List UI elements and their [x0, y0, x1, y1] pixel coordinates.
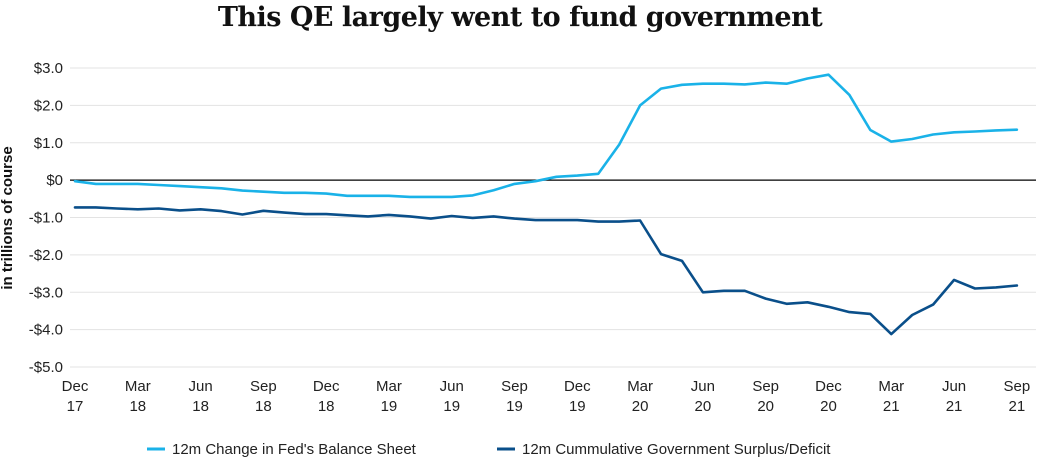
x-tick-label-month: Jun [440, 378, 464, 395]
x-tick-label-month: Sep [1003, 378, 1030, 395]
legend-label: 12m Cummulative Government Surplus/Defic… [522, 441, 831, 458]
x-tick-label-month: Mar [627, 378, 653, 395]
legend-item-government-deficit: 12m Cummulative Government Surplus/Defic… [497, 441, 831, 458]
x-tick-label-month: Mar [878, 378, 904, 395]
legend: 12m Change in Fed's Balance Sheet 12m Cum… [147, 441, 831, 458]
government-deficit-line [73, 206, 1019, 336]
y-tick-label: $2.0 [34, 97, 63, 114]
x-tick-label-month: Dec [313, 378, 340, 395]
x-tick-label-month: Mar [376, 378, 402, 395]
x-tick-label-year: 18 [318, 398, 335, 415]
y-tick-label: $3.0 [34, 60, 63, 77]
x-tick-label-month: Jun [691, 378, 715, 395]
y-tick-label: $0 [46, 172, 63, 189]
y-tick-label: -$3.0 [29, 284, 63, 301]
x-tick-label-year: 19 [569, 398, 586, 415]
x-tick-label-month: Dec [62, 378, 89, 395]
gridlines [70, 67, 1036, 368]
x-tick-label-year: 21 [883, 398, 900, 415]
y-axis-label: in trillions of course [0, 146, 16, 289]
x-tick-label-year: 18 [255, 398, 272, 415]
x-tick-label-year: 20 [695, 398, 712, 415]
x-tick-label-year: 21 [1009, 398, 1026, 415]
x-tick-label-month: Jun [942, 378, 966, 395]
x-axis-tick-labels: Dec 17 Mar 18 Jun 18 Sep 18 Dec 18 Mar 19 Jun 19 Sep 19… [62, 378, 1031, 415]
x-tick-label-year: 18 [192, 398, 209, 415]
y-tick-label: -$1.0 [29, 210, 63, 227]
x-tick-label-month: Sep [752, 378, 779, 395]
chart-title: This QE largely went to fund government [217, 2, 823, 33]
x-tick-label-month: Sep [250, 378, 277, 395]
x-tick-label-year: 18 [129, 398, 146, 415]
legend-label: 12m Change in Fed's Balance Sheet [172, 441, 417, 458]
x-tick-label-month: Mar [125, 378, 151, 395]
x-tick-label-year: 19 [381, 398, 398, 415]
x-tick-label-year: 21 [946, 398, 963, 415]
legend-item-fed-balance-sheet: 12m Change in Fed's Balance Sheet [147, 441, 417, 458]
y-tick-label: $1.0 [34, 135, 63, 152]
x-tick-label-year: 19 [506, 398, 523, 415]
y-tick-label: -$2.0 [29, 247, 63, 264]
x-tick-label-month: Dec [815, 378, 842, 395]
x-tick-label-year: 20 [820, 398, 837, 415]
x-tick-label-month: Sep [501, 378, 528, 395]
y-axis-tick-labels: $3.0 $2.0 $1.0 $0 -$1.0 -$2.0 -$3.0 -$4.0 -$5.0 [29, 60, 63, 376]
x-tick-label-year: 20 [632, 398, 649, 415]
x-tick-label-year: 19 [443, 398, 460, 415]
fed-balance-sheet-line [73, 73, 1019, 199]
y-tick-label: -$5.0 [29, 359, 63, 376]
series-lines [73, 73, 1019, 336]
x-tick-label-year: 20 [757, 398, 774, 415]
x-tick-label-month: Dec [564, 378, 591, 395]
x-tick-label-month: Jun [188, 378, 212, 395]
y-tick-label: -$4.0 [29, 322, 63, 339]
x-tick-label-year: 17 [67, 398, 84, 415]
